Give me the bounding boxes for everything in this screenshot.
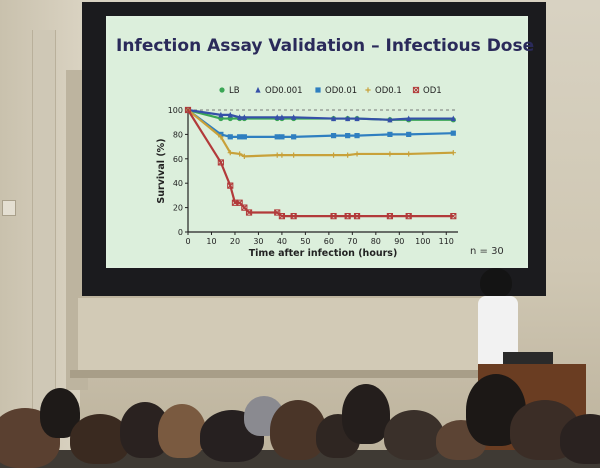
data-point-OD1 [278, 213, 286, 220]
legend-label-OD0.001: OD0.001 [265, 86, 303, 96]
data-point-OD0.1 [450, 150, 456, 156]
y-tick-label: 0 [178, 228, 183, 237]
data-point-OD0.1 [241, 153, 247, 159]
data-point-OD1 [245, 209, 253, 216]
audience-head [158, 404, 206, 458]
audience [0, 374, 600, 468]
x-tick-label: 110 [439, 237, 454, 246]
audience-head [384, 410, 444, 460]
y-tick-label: 60 [173, 155, 183, 164]
data-point-OD0.01 [345, 133, 351, 139]
legend-label-OD0.01: OD0.01 [325, 86, 357, 96]
x-axis-label: Time after infection (hours) [249, 248, 398, 259]
legend-label-OD1: OD1 [423, 86, 442, 96]
data-point-OD0.001 [241, 114, 247, 120]
data-point-OD0.01 [330, 133, 337, 139]
y-tick-label: 20 [173, 204, 183, 213]
data-point-OD0.01 [450, 130, 456, 136]
data-point-OD0.1 [279, 152, 285, 158]
data-point-OD0.1 [387, 151, 393, 157]
x-tick-label: 0 [185, 237, 190, 246]
x-tick-label: 60 [324, 237, 334, 246]
x-tick-label: 10 [206, 237, 216, 246]
data-point-OD0.001 [345, 115, 351, 122]
survival-chart: 0 10 20 30 40 50 60 70 80 90 100 110 0 20 40 60 80 100 Tim… [156, 86, 458, 259]
legend-marker-OD0.01 [315, 87, 321, 93]
data-point-OD0.001 [406, 115, 412, 122]
data-point-OD0.1 [237, 151, 243, 157]
data-point-OD1 [344, 213, 351, 220]
data-point-OD1 [227, 182, 234, 189]
data-point-OD0.01 [406, 131, 412, 137]
wall-outlet-icon [2, 200, 16, 216]
data-point-OD0.001 [279, 114, 285, 120]
y-axis-label: Survival (%) [156, 138, 167, 203]
laptop [503, 352, 553, 366]
x-tick-label: 90 [394, 237, 404, 246]
legend-marker-OD0.001 [255, 86, 261, 93]
data-point-OD1 [290, 213, 297, 220]
presenter-head [480, 268, 512, 298]
x-tick-label: 50 [300, 237, 310, 246]
data-point-OD0.1 [406, 151, 412, 157]
y-tick-label: 80 [173, 130, 183, 139]
data-point-OD0.001 [274, 114, 280, 120]
data-point-OD0.1 [345, 152, 351, 158]
y-tick-label: 100 [168, 106, 183, 115]
projected-slide: Infection Assay Validation – Infectious … [106, 16, 534, 268]
legend-label-OD0.1: OD0.1 [375, 86, 402, 96]
slide-title: Infection Assay Validation – Infectious … [116, 36, 535, 56]
data-point-OD0.1 [354, 151, 360, 157]
data-point-OD0.001 [218, 111, 224, 118]
wall-pillar [32, 30, 56, 410]
data-point-OD0.1 [330, 152, 337, 158]
data-point-OD0.01 [237, 134, 243, 140]
data-point-OD0.001 [291, 114, 297, 120]
x-tick-label: 40 [277, 237, 287, 246]
data-point-OD0.001 [237, 114, 243, 120]
sample-size-note: n = 30 [470, 246, 504, 257]
x-tick-label: 30 [253, 237, 263, 246]
legend-marker-OD1 [412, 86, 420, 94]
data-point-OD0.01 [291, 134, 297, 140]
data-point-OD0.001 [354, 115, 360, 122]
data-point-OD1 [217, 159, 224, 166]
data-point-OD0.1 [291, 152, 297, 158]
data-point-OD0.01 [241, 134, 247, 140]
wall-ledge [70, 370, 510, 378]
data-point-OD0.1 [227, 150, 233, 156]
x-tick-label: 80 [371, 237, 381, 246]
x-tick-label: 70 [347, 237, 357, 246]
data-point-OD0.01 [274, 134, 280, 140]
legend-marker-LB [219, 87, 225, 93]
data-point-OD1 [386, 213, 394, 220]
x-tick-label: 20 [230, 237, 240, 246]
data-point-OD0.001 [227, 111, 233, 118]
data-point-OD1 [405, 213, 412, 220]
x-tick-label: 100 [415, 237, 430, 246]
wall-panel [78, 296, 488, 376]
data-point-OD0.01 [279, 134, 285, 140]
data-point-OD0.1 [274, 152, 280, 158]
data-point-OD0.001 [450, 115, 456, 122]
data-point-OD0.1 [218, 134, 224, 140]
data-point-OD1 [184, 106, 192, 114]
data-point-OD0.01 [354, 133, 360, 139]
legend-label-LB: LB [229, 86, 240, 96]
audience-head [342, 384, 390, 444]
series-line-OD1 [187, 109, 454, 218]
legend-marker-OD0.1 [365, 87, 371, 93]
y-tick-label: 40 [173, 179, 183, 188]
data-point-OD0.001 [387, 116, 393, 123]
data-point-OD1 [330, 213, 337, 220]
data-point-OD0.001 [330, 115, 337, 122]
data-point-OD1 [353, 213, 361, 220]
data-point-OD1 [450, 213, 457, 220]
data-point-OD0.01 [227, 134, 233, 140]
data-point-OD0.01 [387, 131, 393, 137]
